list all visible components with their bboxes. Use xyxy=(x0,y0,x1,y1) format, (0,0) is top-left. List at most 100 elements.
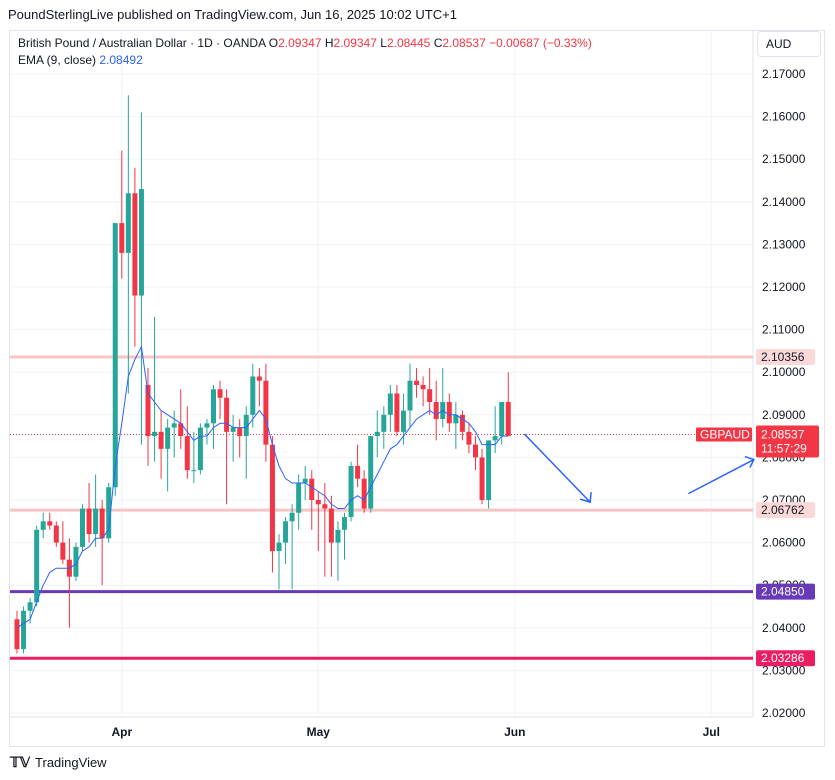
level-price-label: 2.06762 xyxy=(761,503,805,517)
candle-down xyxy=(446,402,452,424)
candle-down xyxy=(459,414,465,432)
candle-up xyxy=(486,440,492,500)
candle-down xyxy=(86,508,92,535)
candle-up xyxy=(407,380,413,411)
ema-label: EMA (9, close) xyxy=(18,53,97,67)
candle-up xyxy=(138,189,144,296)
candle-up xyxy=(34,529,40,603)
publisher-header: PoundSterlingLive published on TradingVi… xyxy=(8,7,457,22)
candle-up xyxy=(348,465,354,518)
candle-down xyxy=(394,393,400,432)
candle-down xyxy=(420,384,426,390)
instrument-title: British Pound / Australian Dollar · 1D ·… xyxy=(18,36,266,50)
time-tick-label: May xyxy=(307,725,331,739)
candle-up xyxy=(125,193,131,253)
tradingview-logo-icon: 𝕋𝕍 xyxy=(10,754,31,770)
price-tick-label: 2.06000 xyxy=(762,536,806,550)
high-value: 2.09347 xyxy=(333,36,377,50)
candle-up xyxy=(211,389,216,424)
arrow-up-head xyxy=(744,455,755,468)
candle-down xyxy=(309,478,315,500)
candle-up xyxy=(335,529,341,543)
candle-up xyxy=(296,482,302,513)
candle-up xyxy=(342,517,347,530)
candle-down xyxy=(217,389,223,398)
low-value: 2.08445 xyxy=(386,36,431,50)
symbol-label: GBPAUD xyxy=(700,428,750,442)
change-value: −0.00687 (−0.33%) xyxy=(489,36,592,50)
candle-down xyxy=(132,193,138,296)
candle-up xyxy=(112,223,118,488)
candle-down xyxy=(355,465,361,479)
candle-up xyxy=(21,610,27,650)
time-tick-label: Apr xyxy=(111,725,132,739)
candle-down xyxy=(479,457,485,500)
arrow-down-head xyxy=(579,492,592,504)
time-tick-label: Jul xyxy=(703,725,720,739)
candle-down xyxy=(158,431,164,449)
price-tick-label: 2.09000 xyxy=(762,408,806,422)
chart-frame[interactable] xyxy=(9,30,825,747)
grid xyxy=(10,31,754,718)
tradingview-logo[interactable]: 𝕋𝕍 TradingView xyxy=(10,754,107,771)
candle-up xyxy=(276,542,282,552)
candle-down xyxy=(178,423,184,437)
candle-up xyxy=(27,602,33,611)
candle-down xyxy=(361,478,367,509)
price-tick-label: 2.02000 xyxy=(762,706,806,720)
candle-up xyxy=(453,414,459,424)
candle-down xyxy=(53,525,59,543)
price-tick-label: 2.11000 xyxy=(762,323,805,337)
ema-line xyxy=(16,344,509,629)
candle-down xyxy=(473,444,478,458)
candle-up xyxy=(197,427,203,471)
price-tick-label: 2.15000 xyxy=(762,152,806,166)
candle-up xyxy=(93,508,99,535)
price-tick-label: 2.14000 xyxy=(762,195,806,209)
candle-up xyxy=(381,414,387,432)
candle-down xyxy=(60,542,66,560)
level-price-tag xyxy=(756,349,815,366)
price-tick-label: 2.04000 xyxy=(762,621,806,635)
countdown-label: 11:57:29 xyxy=(761,442,807,456)
candle-up xyxy=(243,414,249,437)
level-price-label: 2.03286 xyxy=(761,651,805,665)
horizontal-levels xyxy=(10,355,753,660)
chart-legend: British Pound / Australian Dollar · 1D ·… xyxy=(18,35,592,69)
candle-down xyxy=(433,402,439,420)
low-label: L xyxy=(380,36,387,50)
price-tick-label: 2.17000 xyxy=(762,67,806,81)
candle-down xyxy=(237,427,243,437)
candle-up xyxy=(302,478,308,483)
candle-down xyxy=(99,508,105,539)
candle-up xyxy=(191,470,197,472)
candle-up xyxy=(40,521,46,530)
candle-down xyxy=(119,223,125,253)
candle-down xyxy=(315,500,321,505)
candle-down xyxy=(322,504,328,509)
level-price-tag xyxy=(756,583,815,600)
high-label: H xyxy=(324,36,334,50)
candle-down xyxy=(505,402,511,437)
candle-up xyxy=(230,427,236,432)
candle-up xyxy=(387,393,393,415)
price-tick-label: 2.12000 xyxy=(762,280,806,294)
price-tick-label: 2.03000 xyxy=(762,663,806,677)
ema-polyline xyxy=(16,344,509,629)
candle-down xyxy=(263,380,269,445)
candle-up xyxy=(368,436,374,509)
currency-selector[interactable]: AUD xyxy=(757,31,821,57)
candle-up xyxy=(499,402,505,437)
candle-up xyxy=(492,436,498,441)
open-value: 2.09347 xyxy=(278,36,322,50)
level-price-tag xyxy=(756,650,815,667)
candle-down xyxy=(466,431,472,445)
level-price-label: 2.10356 xyxy=(761,350,805,364)
candle-down xyxy=(145,384,151,437)
price-tick-label: 2.13000 xyxy=(762,237,806,251)
candle-down xyxy=(414,380,420,385)
candle-up xyxy=(250,376,256,415)
last-price-tag xyxy=(756,425,819,458)
price-tick-label: 2.16000 xyxy=(762,110,806,124)
